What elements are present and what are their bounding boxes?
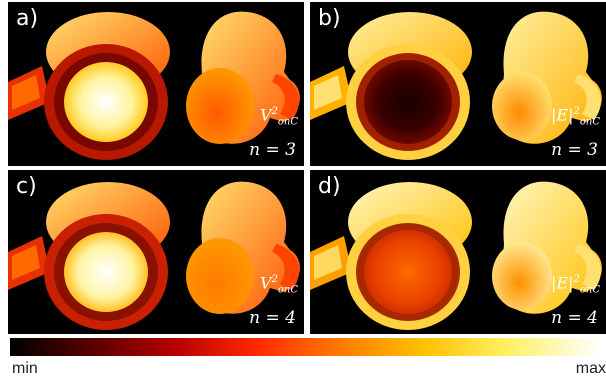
panel-b-quantity: |E|2onC: [551, 103, 600, 132]
panel-b-quantity-sub: onC: [579, 117, 600, 128]
panel-d-quantity-sub: onC: [579, 285, 600, 296]
panel-c-quantity-sub: onC: [277, 285, 298, 296]
panel-b-image: [310, 11, 602, 160]
panel-a: a) V2onC n = 3: [8, 2, 304, 166]
panel-c-label: c): [16, 174, 37, 199]
colorbar-max-label: max: [575, 360, 606, 377]
panel-d-quantity-sup: 2: [573, 274, 580, 286]
panel-a-quantity-base: V: [259, 105, 272, 125]
panel-c-quantity: V2onC: [260, 271, 298, 300]
panel-a-quantity-sup: 2: [271, 106, 278, 118]
colorbar-min-label: min: [12, 360, 38, 377]
panel-a-quantity-sub: onC: [277, 117, 298, 128]
panel-c-order: n = 4: [249, 308, 296, 328]
panel-c-quantity-sup: 2: [271, 274, 278, 286]
panel-d: d) |E|2onC n = 4: [310, 170, 606, 334]
panel-d-quantity-base: |E|: [551, 273, 574, 293]
panel-d-label: d): [318, 174, 341, 199]
panel-c: c) V2onC n = 4: [8, 170, 304, 334]
panel-b-quantity-sup: 2: [573, 106, 580, 118]
panel-a-quantity: V2onC: [260, 103, 298, 132]
panel-b-label: b): [318, 6, 341, 31]
panel-c-quantity-base: V: [259, 273, 272, 293]
panel-c-image: [8, 181, 300, 330]
panel-d-quantity: |E|2onC: [551, 271, 600, 300]
panel-a-image: [8, 11, 300, 160]
panel-d-order: n = 4: [551, 308, 598, 328]
panel-b-quantity-base: |E|: [551, 105, 574, 125]
panel-d-image: [310, 181, 602, 330]
panel-b-order: n = 3: [551, 140, 598, 160]
colorbar: [10, 338, 600, 356]
panel-a-order: n = 3: [249, 140, 296, 160]
panel-a-label: a): [16, 6, 39, 31]
panel-b: b) |E|2onC n = 3: [310, 2, 606, 166]
